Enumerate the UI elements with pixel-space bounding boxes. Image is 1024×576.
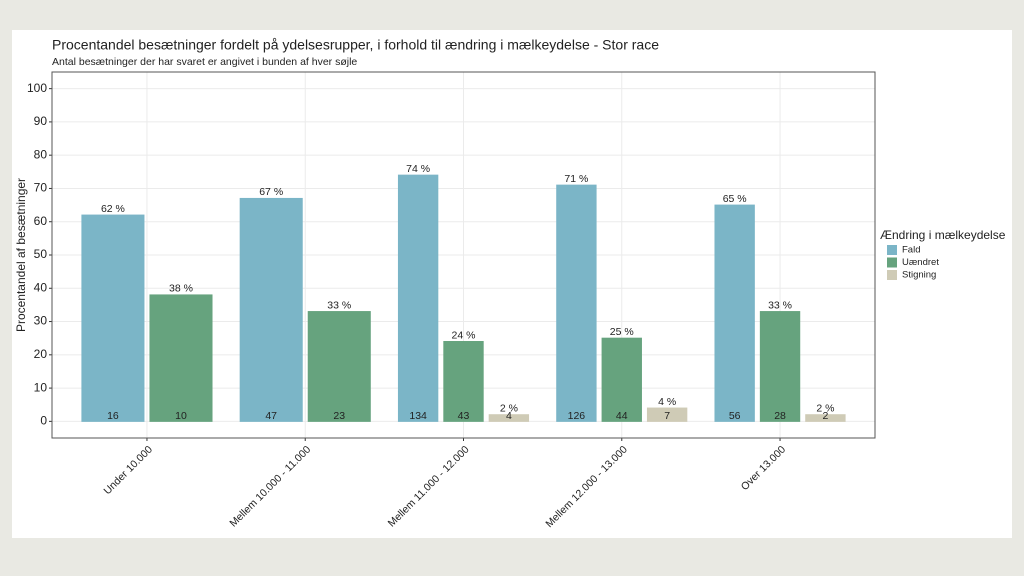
legend-label: Uændret — [902, 257, 939, 268]
count-label: 47 — [265, 410, 277, 422]
y-tick-label: 90 — [34, 114, 48, 128]
chart-subtitle: Antal besætninger der har svaret er angi… — [52, 56, 357, 68]
y-tick-label: 30 — [34, 314, 48, 328]
y-tick-label: 0 — [40, 414, 47, 428]
y-tick-label: 40 — [34, 280, 48, 294]
bar — [81, 214, 145, 422]
legend-swatch — [887, 245, 897, 255]
value-label: 74 % — [406, 163, 430, 175]
count-label: 16 — [107, 410, 119, 422]
value-label: 24 % — [452, 329, 476, 341]
legend-title: Ændring i mælkeydelse — [880, 228, 1006, 242]
value-label: 25 % — [610, 326, 634, 338]
y-tick-label: 100 — [27, 81, 47, 95]
count-label: 56 — [729, 410, 741, 422]
count-label: 126 — [568, 410, 586, 422]
legend-swatch — [887, 257, 897, 268]
chart-title: Procentandel besætninger fordelt på ydel… — [52, 37, 659, 53]
value-label: 62 % — [101, 203, 125, 215]
legend-label: Fald — [902, 245, 920, 256]
plot-border — [51, 71, 876, 439]
y-tick-label: 20 — [34, 347, 48, 361]
bar — [714, 204, 755, 422]
value-label: 67 % — [259, 186, 283, 198]
y-axis-title: Procentandel af besætninger — [14, 178, 28, 332]
count-label: 44 — [616, 410, 628, 422]
bar — [149, 294, 213, 422]
value-label: 33 % — [327, 299, 351, 311]
legend-label: Stigning — [902, 270, 936, 281]
count-label: 10 — [175, 410, 187, 422]
bar — [646, 407, 688, 422]
bar — [601, 337, 642, 422]
count-label: 28 — [774, 410, 786, 422]
count-label: 43 — [458, 410, 470, 422]
bar — [488, 414, 530, 422]
value-label: 2 % — [816, 402, 834, 414]
value-label: 4 % — [658, 396, 676, 408]
bar — [397, 174, 439, 422]
y-tick-label: 50 — [34, 247, 48, 261]
bar — [443, 341, 484, 422]
y-tick-label: 60 — [34, 214, 48, 228]
y-tick-label: 80 — [34, 147, 48, 161]
legend-swatch — [887, 270, 897, 280]
value-label: 71 % — [564, 173, 588, 185]
value-label: 65 % — [723, 193, 747, 205]
count-label: 23 — [333, 410, 345, 422]
bar — [759, 311, 801, 422]
count-label: 134 — [409, 410, 427, 422]
bar — [805, 414, 846, 422]
count-label: 7 — [664, 410, 670, 422]
count-label: 2 — [822, 410, 828, 422]
bar — [556, 184, 597, 422]
value-label: 33 % — [768, 299, 792, 311]
value-label: 38 % — [169, 283, 193, 295]
y-tick-label: 10 — [34, 380, 48, 394]
count-label: 4 — [506, 410, 512, 422]
bar — [307, 311, 371, 422]
y-tick-label: 70 — [34, 181, 48, 195]
value-label: 2 % — [500, 402, 518, 414]
bar — [239, 197, 303, 422]
